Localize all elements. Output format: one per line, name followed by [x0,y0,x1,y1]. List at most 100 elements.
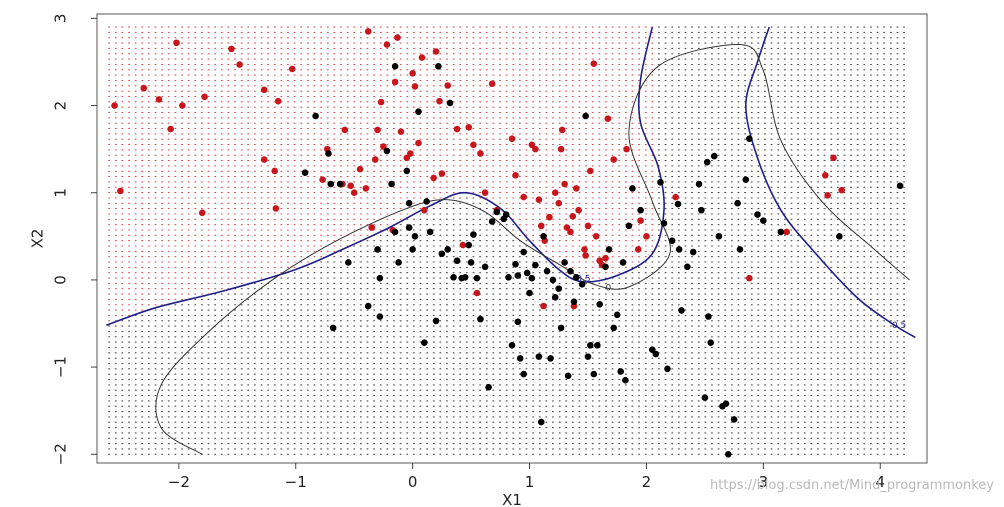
data-point-black [528,274,536,282]
data-point-black [376,313,384,320]
data-point-red [274,97,282,105]
data-point-red [444,82,452,89]
data-point-red [198,209,206,217]
data-point-red [368,224,376,231]
data-point-black [415,108,422,115]
data-point-black [742,176,750,183]
grid-dots-red [108,26,654,322]
data-point-black [836,233,843,240]
data-point-black [514,272,522,279]
data-point-red [179,102,186,109]
data-point-black [710,152,718,160]
data-point-red [540,302,547,310]
data-point-red [623,145,630,153]
data-point-black [722,400,730,408]
data-point-black [423,198,430,205]
data-point-black [629,185,636,192]
data-point-black [345,259,352,266]
data-point-black [329,324,337,332]
data-point-red [377,98,385,106]
data-point-black [470,231,477,238]
data-point-red [537,222,545,230]
data-point-red [634,246,642,253]
data-point-red [418,54,426,61]
data-point-red [117,187,124,195]
data-point-red [167,125,174,133]
data-point-red [201,93,208,101]
data-point-red [587,167,594,175]
data-point-red [111,102,118,109]
data-point-red [551,189,559,197]
data-point-black [660,219,668,227]
data-point-black [547,355,554,362]
data-point-black [388,180,395,188]
x-tick-label: 1 [525,473,535,491]
data-point-black [409,246,416,253]
data-point-black [301,169,309,176]
class-grid-background [108,26,906,455]
data-point-black [488,218,496,225]
data-point-black [678,307,685,314]
data-point-red [411,83,419,90]
data-point-black [327,180,335,188]
data-point-red [236,61,243,68]
data-point-red [481,189,489,197]
data-point-black [622,376,629,384]
x-tick-label: 0 [408,473,418,491]
data-point-black [715,233,723,240]
data-point-red [271,167,278,175]
data-point-black [572,273,580,281]
data-point-red [432,48,440,55]
data-point-red [575,206,582,214]
data-point-black [520,370,527,378]
x-tick-label: −1 [285,473,307,491]
data-point-red [637,217,644,224]
data-point-red [557,145,565,153]
data-point-black [582,112,589,120]
y-tick-label: 1 [52,188,70,198]
data-point-red [567,228,574,236]
data-point-black [657,178,664,186]
data-point-black [446,99,454,107]
y-tick-label: −1 [52,356,70,378]
data-point-red [288,65,296,73]
data-point-black [505,273,512,281]
data-point-black [760,217,767,224]
data-point-black [395,259,402,266]
data-point-red [421,206,428,214]
data-point-black [707,339,715,346]
data-point-red [470,141,477,149]
y-tick-label: 3 [52,14,70,24]
data-point-black [602,263,609,271]
decision-contours: 0.5 0.5 0 [106,26,916,455]
data-point-black [508,342,516,349]
data-point-black [426,228,434,236]
data-point-black [664,365,671,373]
data-point-black [736,246,744,253]
data-points [111,28,904,458]
data-point-black [543,267,551,275]
data-point-black [724,450,732,458]
x-axis: −2 −1 0 1 2 3 4 [168,463,885,491]
data-point-black [695,180,703,188]
data-point-red [520,193,527,201]
data-point-red [477,150,484,157]
data-point-black [383,147,391,155]
data-point-black [619,259,627,266]
data-point-red [602,254,609,262]
data-point-red [155,96,163,103]
data-point-black [596,301,603,308]
data-point-black [391,228,399,236]
data-point-red [459,241,467,249]
data-point-red [581,246,588,253]
data-point-red [430,174,437,182]
data-point-black [587,342,594,349]
data-point-red [394,34,401,41]
data-point-black [391,63,399,70]
data-point-black [526,289,533,297]
data-point-red [391,78,399,86]
data-point-red [350,189,358,197]
data-point-black [325,150,332,157]
x-tick-label: 4 [875,473,885,491]
